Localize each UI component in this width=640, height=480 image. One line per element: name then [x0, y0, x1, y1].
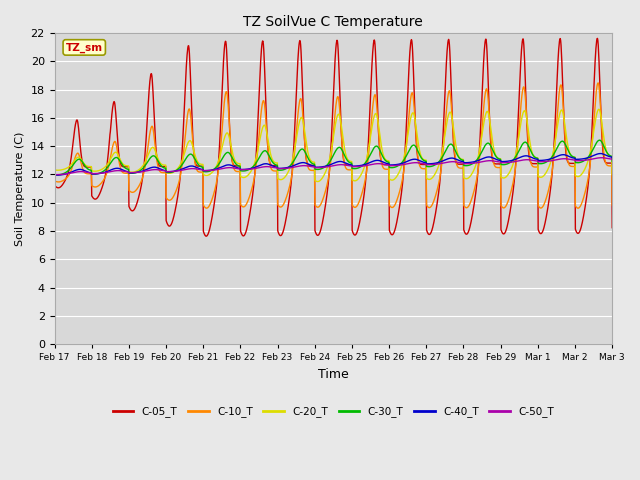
C-30_T: [53, 172, 61, 178]
C-40_T: [51, 172, 58, 178]
Legend: C-05_T, C-10_T, C-20_T, C-30_T, C-40_T, C-50_T: C-05_T, C-10_T, C-20_T, C-30_T, C-40_T, …: [108, 402, 558, 421]
Line: C-05_T: C-05_T: [54, 38, 612, 236]
C-40_T: [161, 168, 169, 173]
C-40_T: [609, 156, 616, 161]
C-05_T: [202, 233, 210, 239]
X-axis label: Time: Time: [318, 368, 349, 381]
Line: C-10_T: C-10_T: [54, 83, 612, 208]
C-40_T: [237, 167, 245, 172]
C-10_T: [609, 202, 616, 208]
C-10_T: [237, 202, 244, 208]
C-05_T: [543, 214, 550, 219]
C-05_T: [420, 162, 428, 168]
C-50_T: [598, 155, 605, 161]
C-50_T: [161, 168, 169, 174]
C-05_T: [609, 225, 616, 230]
C-20_T: [609, 171, 616, 177]
C-50_T: [51, 172, 58, 178]
C-20_T: [314, 179, 321, 184]
C-05_T: [594, 36, 602, 41]
Y-axis label: Soil Temperature (C): Soil Temperature (C): [15, 132, 25, 246]
C-50_T: [175, 168, 182, 174]
C-05_T: [175, 188, 182, 194]
C-05_T: [161, 164, 169, 169]
C-40_T: [51, 172, 59, 178]
C-10_T: [175, 180, 182, 186]
C-50_T: [420, 161, 428, 167]
Text: TZ_sm: TZ_sm: [66, 42, 103, 52]
C-20_T: [595, 107, 603, 112]
C-10_T: [542, 196, 550, 202]
C-30_T: [51, 172, 58, 178]
C-40_T: [596, 151, 604, 156]
C-40_T: [493, 157, 501, 163]
C-40_T: [175, 168, 183, 173]
C-20_T: [543, 169, 550, 175]
C-30_T: [161, 165, 169, 171]
C-50_T: [237, 167, 244, 173]
C-30_T: [609, 158, 616, 164]
C-10_T: [595, 80, 602, 86]
C-40_T: [420, 159, 428, 165]
C-05_T: [237, 230, 245, 236]
C-40_T: [543, 157, 550, 163]
C-30_T: [237, 168, 245, 174]
Line: C-50_T: C-50_T: [54, 158, 612, 175]
C-10_T: [420, 166, 428, 172]
C-10_T: [493, 165, 500, 170]
C-20_T: [493, 155, 501, 160]
Title: TZ SoilVue C Temperature: TZ SoilVue C Temperature: [243, 15, 423, 29]
C-50_T: [542, 158, 550, 164]
C-10_T: [51, 178, 58, 184]
C-30_T: [493, 155, 501, 160]
C-20_T: [420, 157, 428, 163]
C-30_T: [596, 137, 604, 143]
C-30_T: [175, 166, 183, 171]
C-10_T: [161, 170, 169, 176]
C-50_T: [493, 159, 500, 165]
Line: C-40_T: C-40_T: [54, 154, 612, 175]
C-20_T: [161, 162, 169, 168]
C-30_T: [420, 158, 428, 164]
C-10_T: [574, 205, 582, 211]
C-20_T: [175, 165, 182, 170]
C-20_T: [237, 174, 244, 180]
C-05_T: [493, 161, 501, 167]
Line: C-20_T: C-20_T: [54, 109, 612, 181]
C-05_T: [51, 182, 58, 188]
C-50_T: [609, 157, 616, 163]
C-20_T: [51, 167, 58, 173]
Line: C-30_T: C-30_T: [54, 140, 612, 175]
C-30_T: [543, 159, 550, 165]
